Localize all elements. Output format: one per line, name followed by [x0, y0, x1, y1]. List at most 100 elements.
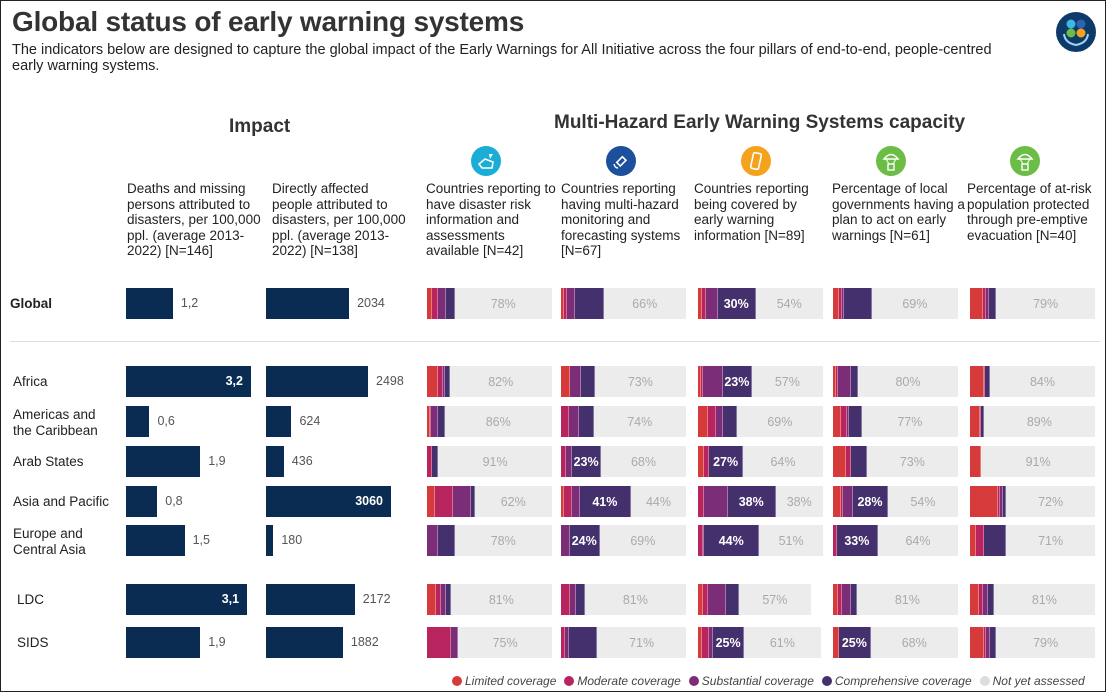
bar-segment-comprehensive: 23%: [572, 446, 601, 477]
bar-segment-substantial: [438, 288, 446, 319]
bar-segment-moderate: [438, 366, 444, 397]
impact-bar: [266, 406, 292, 437]
bar-segment-comprehensive: [432, 446, 439, 477]
bar-segment-comprehensive: [438, 406, 445, 437]
bar-segment-substantial: [569, 366, 581, 397]
bar-segment-comprehensive: 25%: [839, 627, 871, 658]
stacked-bar: 33% 64%: [833, 525, 958, 556]
bar-segment-moderate: [833, 525, 837, 556]
legend-dot-icon: [564, 676, 575, 686]
not-assessed-value-label: 72%: [1038, 494, 1064, 509]
bar-segment-limited: [970, 406, 980, 437]
bar-segment-comprehensive: 24%: [569, 525, 600, 556]
bar-segment-moderate: [563, 288, 568, 319]
bar-segment-not-assessed: 75%: [458, 627, 552, 658]
bar-segment-moderate: [839, 288, 842, 319]
bar-segment-substantial: [982, 584, 988, 615]
bar-segment-not-assessed: 81%: [450, 584, 552, 615]
impact-bar-value: 1,5: [192, 533, 210, 547]
bar-segment-not-assessed: 62%: [474, 486, 552, 517]
impact-bar: [126, 627, 201, 658]
impact-bar-value: 3,1: [221, 592, 240, 606]
bar-segment-not-assessed: 64%: [878, 525, 958, 556]
bar-segment-comprehensive: [578, 406, 594, 437]
not-assessed-value-label: 64%: [905, 533, 931, 548]
legend-label: Comprehensive coverage: [834, 674, 972, 688]
page-title: Global status of early warning systems: [12, 6, 525, 37]
impact-bar: [126, 406, 150, 437]
stacked-bar: 78%: [427, 288, 552, 319]
impact-bar-value: 3,2: [225, 374, 243, 388]
bar-segment-comprehensive: 30%: [718, 288, 756, 319]
bar-segment-limited: [698, 627, 702, 658]
bar-segment-substantial: [561, 525, 570, 556]
bar-segment-comprehensive: [444, 366, 450, 397]
impact-bar: [266, 525, 274, 556]
impact-bar: [266, 584, 355, 615]
not-assessed-value-label: 66%: [632, 296, 658, 311]
impact-bar-value: 180: [281, 533, 303, 547]
bar-segment-comprehensive: 38%: [728, 486, 776, 517]
stacked-bar: 81%: [561, 584, 686, 615]
bar-segment-comprehensive: [576, 584, 585, 615]
bar-segment-moderate: [701, 627, 710, 658]
stacked-bar: 23% 57%: [698, 366, 823, 397]
bar-segment-limited: [427, 406, 430, 437]
bar-segment-limited: [698, 584, 703, 615]
bar-segment-limited: [833, 406, 841, 437]
bar-segment-not-assessed: 91%: [981, 446, 1095, 477]
legend-label: Limited coverage: [465, 674, 557, 688]
not-assessed-value-label: 57%: [774, 374, 800, 389]
bar-segment-limited: [427, 288, 432, 319]
stacked-bar: 30% 54%: [698, 288, 823, 319]
not-assessed-value-label: 81%: [894, 592, 920, 607]
bar-segment-comprehensive: [581, 366, 595, 397]
stacked-bar: 24% 69%: [561, 525, 686, 556]
impact-bar-value: 0,6: [157, 414, 175, 428]
bar-segment-substantial: [564, 627, 569, 658]
not-assessed-value-label: 78%: [490, 533, 516, 548]
bar-segment-moderate: [982, 288, 987, 319]
bar-segment-moderate: [704, 446, 710, 477]
bar-segment-moderate: [976, 525, 984, 556]
bar-segment-substantial: [430, 406, 439, 437]
bar-segment-not-assessed: 84%: [990, 366, 1095, 397]
not-assessed-value-label: 51%: [778, 533, 804, 548]
bar-segment-not-assessed: 78%: [454, 525, 552, 556]
bar-segment-limited: [970, 584, 979, 615]
comprehensive-value-label: 25%: [841, 635, 867, 650]
row-label: LDC: [17, 592, 45, 607]
impact-bar-value: 0,8: [165, 494, 183, 508]
bar-segment-not-assessed: 64%: [743, 446, 823, 477]
bar-segment-moderate: [698, 486, 705, 517]
bar-segment-not-assessed: 51%: [759, 525, 823, 556]
stacked-bar: 44% 51%: [698, 525, 823, 556]
bar-segment-comprehensive: 28%: [853, 486, 888, 517]
bar-segment-not-assessed: 71%: [1006, 525, 1095, 556]
not-assessed-value-label: 81%: [1031, 592, 1057, 607]
bar-segment-not-assessed: 66%: [603, 288, 686, 319]
stacked-bar: 74%: [561, 406, 686, 437]
bar-segment-comprehensive: [723, 406, 737, 437]
bar-segment-substantial: [440, 584, 446, 615]
stacked-bar: 81%: [833, 584, 958, 615]
bar-segment-not-assessed: 82%: [449, 366, 552, 397]
bar-segment-limited: [427, 486, 435, 517]
bar-segment-comprehensive: [987, 584, 994, 615]
bar-segment-limited: [833, 446, 846, 477]
bar-segment-substantial: [569, 584, 576, 615]
comprehensive-value-label: 28%: [857, 494, 883, 509]
row-label: Americas and the Caribbean: [13, 407, 98, 438]
bar-segment-limited: [561, 288, 564, 319]
bar-segment-substantial: [566, 446, 573, 477]
bar-segment-moderate: [845, 446, 851, 477]
bar-segment-comprehensive: [844, 288, 872, 319]
bar-segment-not-assessed: 69%: [599, 525, 686, 556]
stacked-bar: 81%: [427, 584, 552, 615]
bar-segment-substantial: [450, 627, 459, 658]
bar-segment-not-assessed: 57%: [739, 584, 811, 615]
row-label: Europe and Central Asia: [13, 526, 86, 557]
bar-segment-moderate: [563, 486, 573, 517]
bar-segment-comprehensive: [470, 486, 475, 517]
impact-bar: [266, 446, 284, 477]
